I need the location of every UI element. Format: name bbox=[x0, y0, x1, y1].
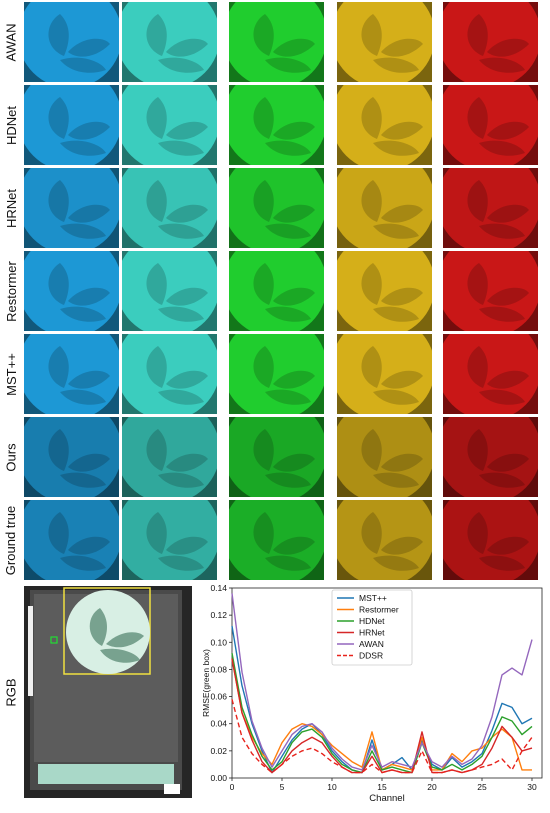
row-label-hdnet: HDNet bbox=[3, 105, 19, 145]
spectral-tile bbox=[443, 500, 538, 580]
selection-green-box bbox=[50, 636, 58, 644]
spectral-tile bbox=[122, 168, 217, 248]
spectral-tile bbox=[24, 251, 119, 331]
x-tick-label: 30 bbox=[527, 782, 537, 792]
spectral-tile bbox=[24, 2, 119, 82]
legend-entry: AWAN bbox=[359, 639, 384, 649]
spectral-tile bbox=[229, 500, 324, 580]
spectral-tile bbox=[24, 334, 119, 414]
y-tick-label: 0.14 bbox=[210, 583, 227, 593]
rmse-chart: 0.00 0.02 0.04 0.06 0.08 0.10 0.12 0.14 0 5 10 15 20… bbox=[198, 582, 548, 808]
spectral-tile bbox=[122, 85, 217, 165]
legend-entry: DDSR bbox=[359, 651, 383, 661]
spectral-tile bbox=[122, 334, 217, 414]
rgb-photo bbox=[24, 586, 192, 798]
spectral-tile bbox=[24, 168, 119, 248]
spectral-tile bbox=[122, 500, 217, 580]
y-tick-label: 0.02 bbox=[210, 746, 227, 756]
legend-entry: HDNet bbox=[359, 616, 385, 626]
y-axis-label: RMSE(green box) bbox=[201, 649, 211, 717]
x-tick-label: 5 bbox=[280, 782, 285, 792]
spectral-tile bbox=[229, 85, 324, 165]
spectral-tile bbox=[337, 85, 432, 165]
spectral-tile bbox=[337, 2, 432, 82]
y-tick-label: 0.00 bbox=[210, 773, 227, 783]
legend-entry: Restormer bbox=[359, 605, 399, 615]
spectral-tile bbox=[24, 500, 119, 580]
row-label-ground-true: Ground true bbox=[3, 505, 19, 575]
spectral-tile bbox=[337, 334, 432, 414]
spectral-tile bbox=[337, 251, 432, 331]
spectral-tile bbox=[443, 85, 538, 165]
y-tick-label: 0.06 bbox=[210, 692, 227, 702]
series-line-hdnet bbox=[231, 652, 533, 774]
y-tick-label: 0.10 bbox=[210, 637, 227, 647]
row-label-ours: Ours bbox=[3, 442, 19, 472]
row-label-awan: AWAN bbox=[3, 22, 19, 62]
spectral-tile bbox=[122, 251, 217, 331]
spectral-tile bbox=[337, 417, 432, 497]
x-tick-label: 25 bbox=[477, 782, 487, 792]
y-tick-label: 0.08 bbox=[210, 664, 227, 674]
spectral-tile bbox=[443, 417, 538, 497]
rmse-chart-svg: 0.00 0.02 0.04 0.06 0.08 0.10 0.12 0.14 0 5 10 15 20… bbox=[201, 583, 543, 804]
rgb-photo-svg bbox=[24, 586, 192, 798]
legend-entry: HRNet bbox=[359, 628, 385, 638]
spectral-tile bbox=[443, 168, 538, 248]
y-tick-label: 0.04 bbox=[210, 719, 227, 729]
spectral-tile bbox=[229, 168, 324, 248]
spectral-tile bbox=[24, 85, 119, 165]
spectral-tile bbox=[443, 251, 538, 331]
series-line-awan bbox=[231, 593, 533, 771]
x-tick-label: 15 bbox=[377, 782, 387, 792]
spectral-tile bbox=[122, 2, 217, 82]
spectral-tile bbox=[337, 500, 432, 580]
selection-yellow-box bbox=[63, 587, 151, 675]
x-axis-label: Channel bbox=[369, 793, 404, 804]
legend-entry: MST++ bbox=[359, 593, 387, 603]
legend-box bbox=[331, 589, 413, 666]
spectral-tile bbox=[229, 334, 324, 414]
spectral-tile bbox=[229, 417, 324, 497]
spectral-tile bbox=[229, 2, 324, 82]
spectral-tile bbox=[443, 2, 538, 82]
series-line-ddsr bbox=[231, 699, 533, 774]
row-label-hrnet: HRNet bbox=[3, 188, 19, 228]
row-label-rgb: RGB bbox=[3, 677, 19, 707]
x-tick-label: 0 bbox=[230, 782, 235, 792]
y-tick-label: 0.12 bbox=[210, 610, 227, 620]
spectral-tile bbox=[24, 417, 119, 497]
spectral-tile bbox=[443, 334, 538, 414]
row-label-restormer: Restormer bbox=[3, 260, 19, 322]
row-label-mst-: MST++ bbox=[3, 352, 19, 396]
spectral-tile bbox=[337, 168, 432, 248]
x-tick-label: 20 bbox=[427, 782, 437, 792]
spectral-tile bbox=[229, 251, 324, 331]
spectral-tile bbox=[122, 417, 217, 497]
x-tick-label: 10 bbox=[327, 782, 337, 792]
